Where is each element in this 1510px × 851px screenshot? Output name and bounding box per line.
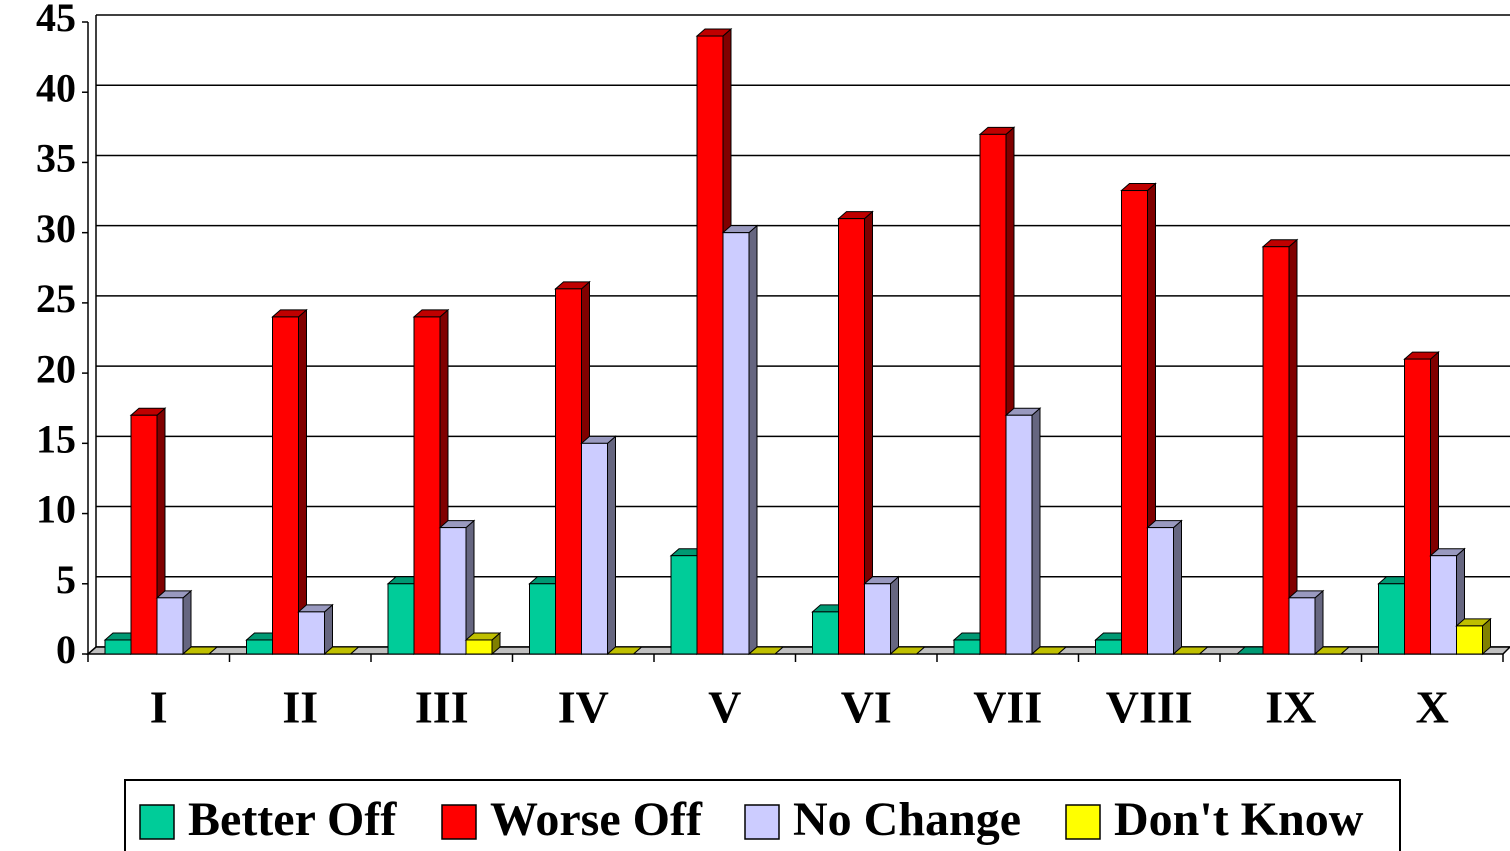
bar xyxy=(104,639,132,655)
bar xyxy=(413,316,441,655)
bar-top xyxy=(181,646,219,655)
bar xyxy=(696,35,724,655)
bar xyxy=(465,639,493,655)
bar-top xyxy=(1172,646,1209,655)
x-tick-label: V xyxy=(708,682,741,733)
bar-top xyxy=(606,646,643,655)
bar-side xyxy=(1314,589,1324,656)
bar xyxy=(1147,527,1174,655)
legend-swatch xyxy=(744,804,780,840)
y-tick-label: 25 xyxy=(36,276,76,321)
bar-top xyxy=(1313,646,1351,655)
bar xyxy=(529,583,556,655)
y-tick-label: 10 xyxy=(36,487,76,532)
bar xyxy=(156,597,184,655)
bar xyxy=(439,527,467,655)
legend-swatch xyxy=(441,804,477,840)
x-tick-label: VII xyxy=(973,682,1042,733)
bar xyxy=(1430,555,1457,655)
bar xyxy=(1095,639,1122,655)
bar xyxy=(272,316,299,655)
y-tick-label: 15 xyxy=(36,417,76,462)
bar-top xyxy=(1030,646,1068,655)
bar-side xyxy=(607,435,616,656)
bar xyxy=(670,555,698,655)
bar xyxy=(722,232,750,655)
x-tick-label: II xyxy=(282,682,318,733)
bar xyxy=(864,583,891,655)
bar xyxy=(1005,414,1033,655)
bar xyxy=(1456,625,1483,655)
bar xyxy=(130,414,158,655)
bar xyxy=(581,442,608,655)
bar xyxy=(298,611,325,655)
y-tick-label: 20 xyxy=(36,346,76,391)
bar-side xyxy=(748,224,758,656)
legend-label: Worse Off xyxy=(490,793,703,846)
y-tick-label: 45 xyxy=(36,0,76,40)
bar xyxy=(1262,246,1290,655)
x-tick-label: X xyxy=(1416,682,1449,733)
y-tick-label: 0 xyxy=(56,627,76,672)
x-tick-label: VIII xyxy=(1106,682,1193,733)
bar xyxy=(1404,358,1431,655)
bar-side xyxy=(324,603,333,656)
bar-top xyxy=(747,646,785,655)
bar-top xyxy=(889,646,926,655)
bar-top xyxy=(323,646,360,655)
x-tick-label: IX xyxy=(1265,682,1316,733)
bar xyxy=(1378,583,1405,655)
bar xyxy=(555,288,582,655)
legend-label: Better Off xyxy=(188,793,397,846)
bar-side xyxy=(890,575,899,656)
bar-side xyxy=(1031,407,1041,656)
x-tick-label: VI xyxy=(841,682,892,733)
x-tick-label: I xyxy=(150,682,168,733)
bar-side xyxy=(298,308,307,656)
bar xyxy=(1288,597,1316,655)
bar xyxy=(953,639,981,655)
legend-swatch xyxy=(139,804,175,840)
legend-label: Don't Know xyxy=(1114,793,1364,846)
bar-side xyxy=(1173,519,1182,656)
bar xyxy=(1121,190,1148,655)
bar xyxy=(387,583,415,655)
legend-swatch xyxy=(1065,804,1101,840)
bar xyxy=(979,133,1007,655)
y-tick-label: 40 xyxy=(36,65,76,110)
bar xyxy=(812,611,839,655)
y-tick-label: 30 xyxy=(36,206,76,251)
x-tick-label: III xyxy=(415,682,469,733)
legend-label: No Change xyxy=(793,793,1021,846)
y-tick-label: 5 xyxy=(56,557,76,602)
bar-side xyxy=(182,589,192,656)
y-tick-label: 35 xyxy=(36,136,76,181)
bar xyxy=(838,218,865,655)
bar xyxy=(246,639,273,655)
x-tick-label: IV xyxy=(558,682,609,733)
